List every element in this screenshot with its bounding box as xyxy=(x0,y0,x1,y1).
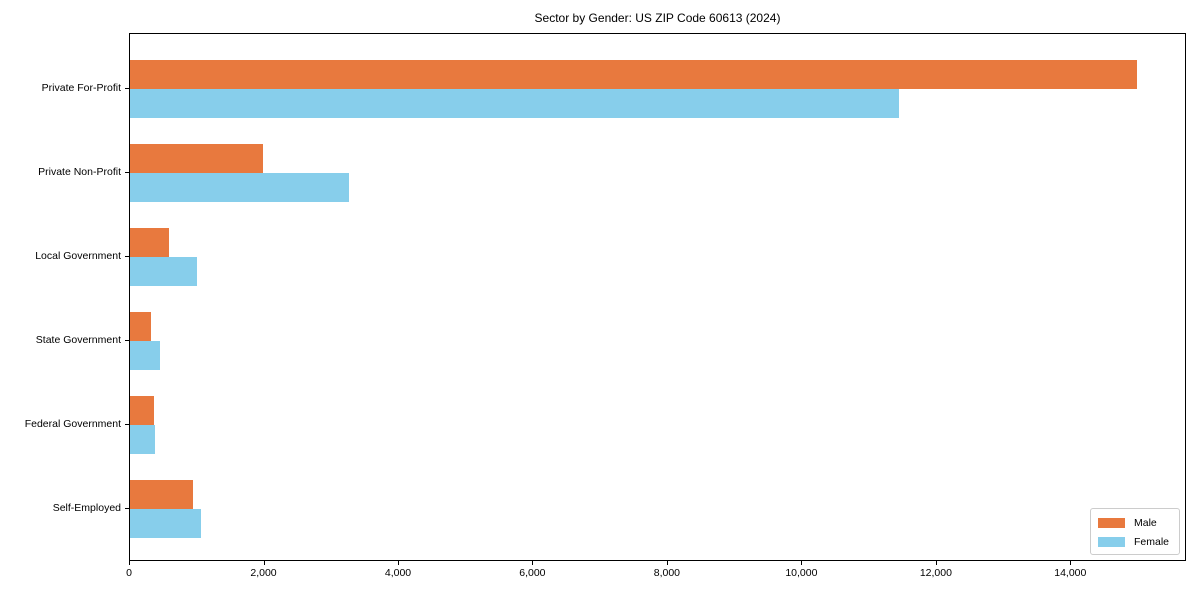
bar-male-self-employed xyxy=(130,479,194,509)
x-tick xyxy=(129,561,130,565)
y-tick xyxy=(125,339,129,341)
legend-swatch-female-icon xyxy=(1098,536,1125,547)
y-axis-label-private-for-profit: Private For-Profit xyxy=(41,81,121,94)
bar-female-federal-government xyxy=(130,424,155,454)
x-tick-label: 12,000 xyxy=(919,567,952,579)
bar-female-local-government xyxy=(130,256,197,286)
legend-label-male: Male xyxy=(1134,516,1157,529)
bar-female-private-for-profit xyxy=(130,88,900,118)
x-tick-label: 0 xyxy=(126,567,132,579)
chart-title: Sector by Gender: US ZIP Code 60613 (202… xyxy=(534,11,781,25)
y-axis-label-local-government: Local Government xyxy=(35,249,121,262)
x-tick-label: 8,000 xyxy=(653,567,681,579)
y-axis-label-state-government: State Government xyxy=(35,333,121,346)
x-tick xyxy=(1070,561,1072,565)
bar-male-private-for-profit xyxy=(130,59,1137,89)
legend-item-male: Male xyxy=(1091,513,1179,532)
legend-item-female: Female xyxy=(1091,532,1179,551)
y-axis-label-self-employed: Self-Employed xyxy=(52,501,121,514)
bar-female-self-employed xyxy=(130,508,201,538)
x-tick-label: 6,000 xyxy=(519,567,546,579)
x-tick xyxy=(935,561,937,565)
bar-male-state-government xyxy=(130,311,151,341)
x-tick xyxy=(263,561,265,565)
x-tick-label: 4,000 xyxy=(384,567,412,579)
y-tick xyxy=(125,255,129,257)
y-tick xyxy=(125,507,129,509)
x-tick xyxy=(532,561,534,565)
y-tick xyxy=(125,87,129,89)
y-axis-label-federal-government: Federal Government xyxy=(24,417,121,430)
bar-male-federal-government xyxy=(130,395,154,425)
bar-female-private-non-profit xyxy=(130,172,349,202)
y-axis-label-private-non-profit: Private Non-Profit xyxy=(38,165,121,178)
x-tick-label: 14,000 xyxy=(1054,567,1087,579)
y-tick xyxy=(125,423,129,425)
legend: Male Female xyxy=(1090,508,1180,555)
x-tick-label: 2,000 xyxy=(250,567,277,579)
y-tick xyxy=(125,171,129,173)
bar-female-state-government xyxy=(130,340,161,370)
legend-label-female: Female xyxy=(1134,535,1170,548)
x-tick xyxy=(801,561,803,565)
x-tick xyxy=(666,561,668,565)
legend-swatch-male-icon xyxy=(1098,517,1125,528)
x-tick-label: 10,000 xyxy=(785,567,818,579)
x-tick xyxy=(398,561,399,565)
plot-area xyxy=(129,33,1186,561)
bar-male-private-non-profit xyxy=(130,143,264,173)
bar-male-local-government xyxy=(130,227,169,257)
